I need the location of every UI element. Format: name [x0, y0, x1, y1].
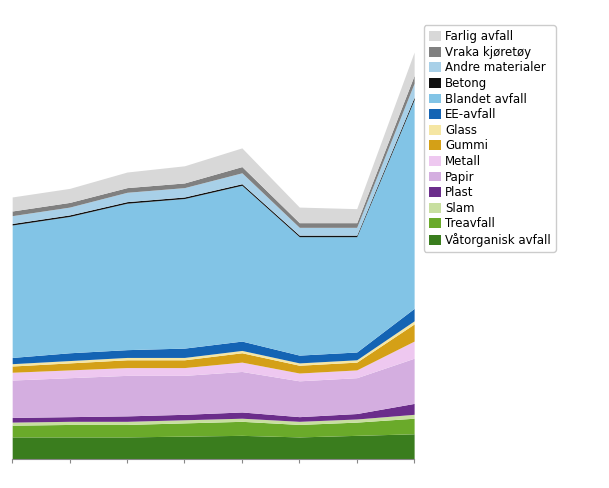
Legend: Farlig avfall, Vraka kjøretøy, Andre materialer, Betong, Blandet avfall, EE-avfa: Farlig avfall, Vraka kjøretøy, Andre mat…: [424, 25, 556, 252]
